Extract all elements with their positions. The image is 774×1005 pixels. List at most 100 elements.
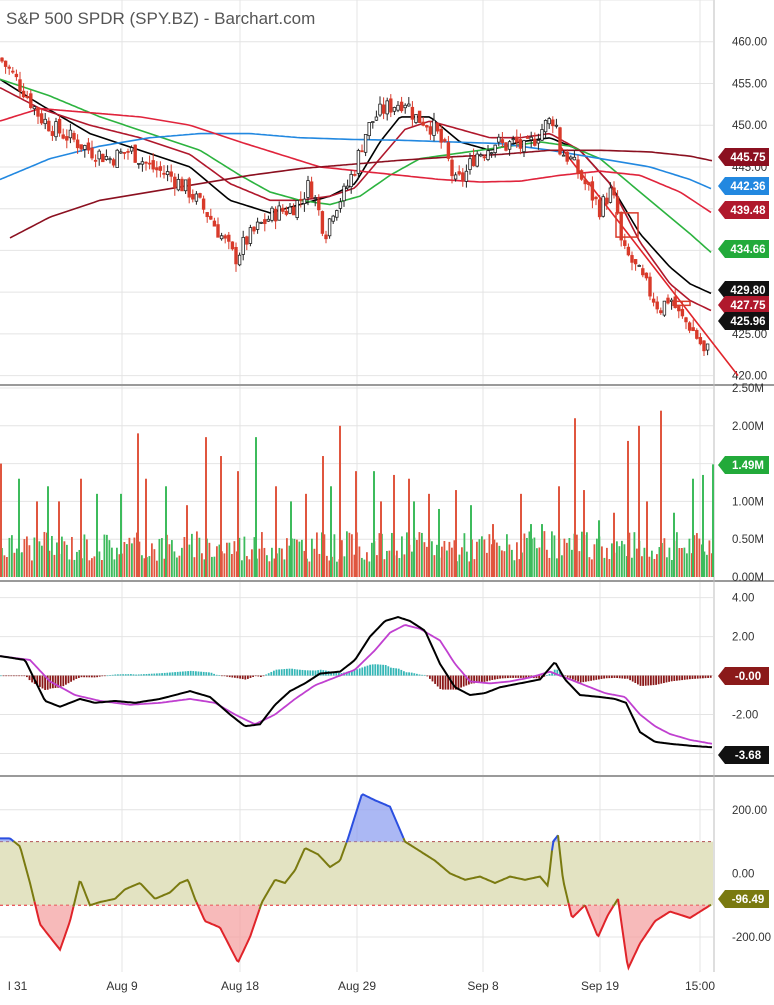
volume-bar: [8, 537, 11, 577]
candle-body: [252, 226, 256, 232]
macd-histogram-bar: [527, 675, 530, 678]
candle-body: [619, 211, 623, 241]
gap-marker: [615, 212, 639, 238]
volume-bar: [216, 546, 218, 577]
macd-histogram-bar: [98, 675, 101, 677]
macd-histogram-bar: [278, 669, 280, 676]
moving-average-line: [9, 149, 713, 239]
volume-bar: [153, 549, 156, 577]
macd-histogram-bar: [192, 671, 195, 676]
volume-bar: [618, 546, 621, 577]
macd-histogram-bar: [655, 675, 657, 685]
candle-body: [630, 255, 634, 263]
macd-histogram-bar: [569, 675, 572, 679]
volume-bar: [43, 531, 46, 577]
candle-body: [234, 246, 238, 265]
macd-histogram-bar: [221, 675, 223, 677]
candle-body: [212, 220, 217, 227]
candle-body: [389, 98, 393, 113]
volume-bar: [581, 531, 583, 577]
macd-histogram-bar: [390, 667, 392, 676]
value-tag-text: 442.36: [730, 181, 765, 193]
volume-bar: [511, 549, 513, 577]
volume-bar: [201, 553, 203, 577]
candle-body: [662, 300, 667, 316]
macd-histogram-bar: [595, 675, 598, 680]
volume-bar: [271, 547, 273, 577]
macd-histogram-bar: [338, 672, 340, 676]
value-tag-bg: [718, 890, 769, 908]
volume-bar: [196, 531, 198, 577]
candle-body: [655, 301, 659, 310]
macd-histogram-bar: [556, 669, 559, 676]
candle-body: [360, 150, 364, 153]
candle-body: [374, 116, 379, 121]
volume-bar: [237, 471, 239, 577]
y-tick-label: 455.00: [732, 78, 767, 90]
volume-bar: [706, 554, 708, 577]
volume-bar: [431, 541, 433, 577]
y-tick-label: 0.00M: [732, 572, 764, 584]
cci-line: [345, 793, 405, 843]
macd-histogram-bar: [439, 675, 442, 689]
candle-body: [453, 174, 458, 180]
volume-bar: [648, 556, 651, 577]
volume-bar: [268, 561, 271, 577]
volume-bar: [318, 553, 321, 577]
volume-bar: [326, 555, 328, 577]
volume-bar: [583, 490, 585, 577]
macd-histogram-bar: [291, 668, 293, 676]
macd-histogram-bar: [598, 675, 600, 680]
candle-body: [248, 227, 253, 244]
volume-bar: [488, 534, 491, 577]
volume-bar: [38, 541, 41, 577]
volume-bar: [496, 542, 498, 577]
candle-body: [263, 219, 267, 225]
macd-histogram-bar: [7, 675, 10, 677]
macd-histogram-bar: [397, 668, 400, 676]
volume-bar: [501, 550, 503, 577]
macd-histogram-bar: [119, 674, 122, 676]
macd-histogram-bar: [288, 668, 291, 676]
volume-bar: [520, 493, 522, 577]
macd-histogram-bar: [2, 675, 5, 677]
candle-body: [648, 276, 652, 297]
candle-body: [281, 207, 285, 212]
volume-bar: [556, 558, 558, 577]
macd-histogram-bar: [686, 675, 689, 680]
volume-bar: [228, 542, 231, 577]
macd-histogram-bar: [408, 672, 410, 676]
macd-histogram-bar: [410, 672, 413, 676]
volume-bar: [678, 548, 681, 577]
candle-body: [302, 198, 307, 204]
volume-bar: [660, 410, 662, 577]
volume-bar: [305, 493, 307, 577]
value-tag-text: 434.66: [730, 244, 765, 256]
macd-histogram-bar: [577, 675, 579, 682]
cci-overbought-fill: [0, 794, 712, 842]
volume-bar: [116, 547, 118, 577]
candle-body: [558, 127, 562, 155]
volume-bar: [601, 546, 603, 577]
volume-bar: [23, 539, 26, 577]
macd-histogram-bar: [210, 672, 213, 676]
macd-histogram-bar: [301, 669, 304, 676]
volume-bar: [433, 555, 436, 577]
volume-bar: [68, 559, 71, 577]
volume-bar: [255, 437, 257, 577]
macd-histogram-bar: [236, 675, 239, 679]
candle-body: [50, 131, 55, 136]
candle-body: [237, 254, 242, 266]
volume-bar: [73, 559, 76, 577]
volume-bar: [366, 552, 368, 577]
candle-body: [158, 166, 163, 171]
macd-histogram-bar: [689, 675, 691, 680]
volume-bar: [178, 555, 181, 577]
candle-body: [414, 114, 418, 123]
volume-bar: [380, 501, 382, 577]
volume-bar: [691, 553, 693, 577]
candle-body: [169, 171, 173, 177]
candle-body: [540, 129, 544, 141]
volume-bar: [290, 501, 292, 577]
candle-body: [198, 193, 202, 198]
